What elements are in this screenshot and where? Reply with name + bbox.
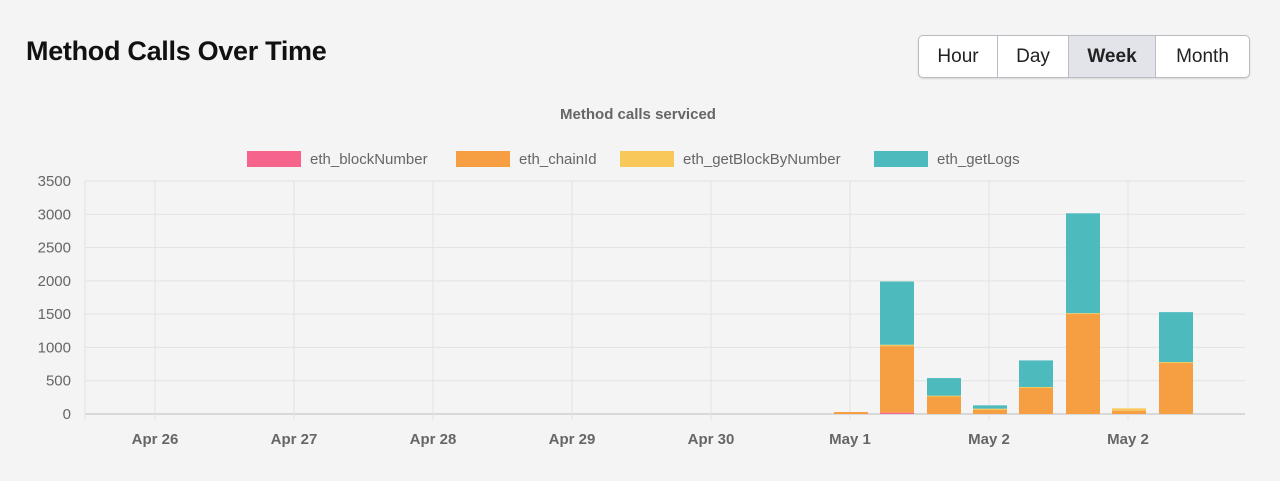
bar-segment-eth_getLogs: [927, 378, 961, 396]
range-week-button[interactable]: Week: [1068, 36, 1155, 77]
bar-segment-eth_getBlockByNumber: [927, 395, 961, 397]
bar-segment-eth_getBlockByNumber: [1066, 313, 1100, 315]
y-tick-label: 0: [63, 406, 71, 423]
y-tick-label: 500: [46, 373, 71, 390]
bar-segment-eth_getLogs: [1066, 213, 1100, 314]
y-tick-label: 2500: [38, 240, 71, 257]
bar-segment-eth_getLogs: [1159, 312, 1193, 363]
bar-segment-eth_chainId: [973, 410, 1007, 414]
page-title: Method Calls Over Time: [26, 36, 327, 66]
bar-segment-eth_chainId: [1159, 362, 1193, 414]
y-tick-label: 3000: [38, 206, 71, 223]
time-range-toggle: Hour Day Week Month: [918, 35, 1250, 78]
legend-label-eth_getLogs: eth_getLogs: [937, 151, 1020, 168]
bar-segment-eth_chainId: [1019, 387, 1053, 414]
legend-swatch-eth_getLogs: [874, 151, 928, 167]
bar-segment-eth_chainId: [1112, 410, 1146, 414]
x-tick-label: Apr 28: [410, 431, 457, 448]
x-tick-label: May 2: [1107, 431, 1149, 448]
x-tick-label: Apr 29: [549, 431, 596, 448]
bar-segment-eth_getBlockByNumber: [973, 408, 1007, 411]
bar-segment-eth_chainId: [880, 346, 914, 413]
y-tick-label: 1500: [38, 306, 71, 323]
x-tick-label: May 2: [968, 431, 1010, 448]
y-tick-label: 3500: [38, 173, 71, 190]
range-day-button[interactable]: Day: [997, 36, 1068, 77]
y-tick-label: 1000: [38, 339, 71, 356]
y-tick-label: 2000: [38, 273, 71, 290]
bar-segment-eth_chainId: [927, 396, 961, 414]
legend-swatch-eth_chainId: [456, 151, 510, 167]
x-tick-label: Apr 27: [271, 431, 318, 448]
x-tick-label: Apr 26: [132, 431, 179, 448]
bar-segment-eth_chainId: [1066, 313, 1100, 414]
x-tick-label: Apr 30: [688, 431, 735, 448]
legend-label-eth_blockNumber: eth_blockNumber: [310, 151, 428, 168]
x-tick-label: May 1: [829, 431, 871, 448]
bar-segment-eth_getBlockByNumber: [880, 344, 914, 347]
bar-segment-eth_blockNumber: [880, 412, 914, 414]
bar-segment-eth_getBlockByNumber: [1159, 362, 1193, 364]
chart-title: Method calls serviced: [560, 106, 716, 123]
legend-swatch-eth_getBlockByNumber: [620, 151, 674, 167]
bar-segment-eth_getLogs: [973, 405, 1007, 409]
bar-segment-eth_getBlockByNumber: [1112, 408, 1146, 411]
bar-segment-eth_getLogs: [1019, 360, 1053, 388]
range-hour-button[interactable]: Hour: [937, 45, 979, 67]
legend-label-eth_getBlockByNumber: eth_getBlockByNumber: [683, 151, 841, 168]
bar-segment-eth_getLogs: [880, 281, 914, 345]
bar-segment-eth_getBlockByNumber: [1019, 387, 1053, 389]
range-month-button[interactable]: Month: [1155, 36, 1249, 77]
bar-segment-eth_chainId: [834, 412, 868, 414]
legend-label-eth_chainId: eth_chainId: [519, 151, 597, 168]
legend-swatch-eth_blockNumber: [247, 151, 301, 167]
